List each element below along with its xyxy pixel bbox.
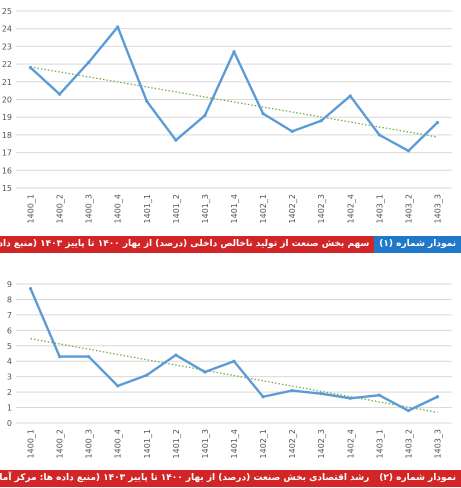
- chart-2-x-tick-label: 1401_4: [230, 429, 239, 458]
- chart-2-y-tick-label: 7: [7, 311, 12, 320]
- chart-1-y-tick-label: 18: [2, 131, 12, 140]
- chart-2-y-tick-label: 1: [7, 404, 12, 413]
- chart-1-x-tick-label: 1403_2: [404, 194, 413, 223]
- chart-1-data-point: [174, 138, 178, 142]
- chart-1: 15 16 17 18 19 20 21 22 23 24 25 1400_1 1400_2 1400_3…: [2, 7, 452, 223]
- chart-2-caption-label: نمودار شماره (۲): [374, 470, 461, 487]
- chart-1-caption-text: سهم بخش صنعت از تولید ناخالص داخلی (درصد…: [0, 236, 375, 253]
- chart-2-data-point: [290, 388, 294, 393]
- chart-1-data-point: [87, 60, 91, 64]
- chart-2-x-tick-label: 1401_3: [201, 429, 210, 458]
- chart-1-caption-label: نمودار شماره (۱): [374, 236, 461, 253]
- chart-2-y-tick-label: 2: [7, 388, 12, 397]
- chart-2-data-point: [435, 395, 440, 399]
- chart-2-y-tick-label: 9: [7, 280, 12, 289]
- chart-2-data-point: [87, 354, 91, 359]
- chart-2: 0 1 2 3 4 5 6 7 8 9 1400_1 1400_2 1400_3 1400_4 1401_1…: [7, 280, 452, 458]
- chart-1-y-tick-label: 15: [2, 184, 12, 193]
- chart-1-data-point: [319, 119, 323, 123]
- chart-1-x-tick-label: 1403_3: [433, 194, 442, 223]
- chart-2-x-tick-label: 1401_2: [172, 429, 181, 458]
- chart-1-y-tick-label: 23: [2, 42, 12, 51]
- chart-2-data-point: [348, 396, 352, 400]
- chart-1-data-point: [58, 92, 62, 96]
- chart-2-y-tick-label: 8: [7, 295, 12, 304]
- chart-1-x-tick-label: 1402_4: [346, 194, 355, 223]
- chart-2-x-tick-label: 1400_1: [27, 429, 36, 458]
- chart-1-data-point: [290, 129, 294, 133]
- chart-1-y-tick-label: 20: [2, 96, 12, 105]
- chart-1-data-point: [145, 99, 149, 103]
- chart-2-y-tick-label: 6: [7, 326, 12, 335]
- chart-2-y-tick-label: 0: [7, 419, 12, 428]
- chart-1-x-tick-label: 1401_4: [230, 194, 239, 223]
- chart-1-x-tick-label: 1400_2: [56, 194, 65, 223]
- chart-2-x-tick-label: 1400_2: [56, 429, 65, 458]
- chart-1-caption: نمودار شماره (۱) سهم بخش صنعت از تولید ن…: [0, 236, 461, 253]
- chart-1-data-point: [232, 50, 236, 54]
- chart-1-data-point: [28, 66, 33, 70]
- chart-2-x-tick-label: 1403_1: [375, 429, 384, 458]
- chart-2-y-tick-label: 5: [7, 342, 12, 351]
- chart-2-data-point: [145, 373, 149, 377]
- chart-2-x-tick-label: 1403_2: [404, 429, 413, 458]
- chart-1-x-tick-label: 1402_1: [259, 194, 268, 223]
- chart-2-data-point: [174, 353, 178, 357]
- chart-2-data-point: [319, 392, 323, 396]
- chart-2-data-point: [232, 359, 236, 363]
- chart-2-x-tick-label: 1402_3: [317, 429, 326, 458]
- chart-2-x-tick-label: 1402_1: [259, 429, 268, 458]
- chart-1-y-tick-label: 21: [2, 78, 12, 87]
- chart-2-data-point: [406, 409, 410, 413]
- chart-1-data-point: [348, 94, 352, 98]
- chart-2-x-tick-label: 1400_3: [85, 429, 94, 458]
- chart-1-data-point: [377, 133, 381, 137]
- chart-1-data-point: [203, 113, 207, 118]
- chart-1-data-point: [435, 120, 440, 125]
- chart-2-x-tick-label: 1400_4: [114, 429, 123, 458]
- chart-1-series-line: [29, 25, 439, 153]
- chart-2-y-tick-label: 3: [7, 373, 12, 382]
- chart-1-y-tick-label: 16: [2, 166, 12, 175]
- chart-2-x-tick-label: 1402_4: [346, 429, 355, 458]
- chart-2-data-point: [377, 393, 381, 397]
- chart-1-x-tick-label: 1401_2: [172, 194, 181, 223]
- chart-2-trendline: [30, 338, 438, 414]
- chart-1-x-tick-label: 1403_1: [375, 194, 384, 223]
- chart-1-trendline: [30, 66, 438, 138]
- chart-1-x-tick-label: 1401_1: [143, 194, 152, 223]
- chart-1-x-tick-label: 1401_3: [201, 194, 210, 223]
- chart-2-data-point: [203, 370, 207, 374]
- chart-1-data-point: [116, 25, 120, 29]
- chart-2-caption-text: رشد اقتصادی بخش صنعت (درصد) از بهار ۱۴۰۰…: [0, 470, 375, 487]
- chart-2-x-tick-label: 1401_1: [143, 429, 152, 458]
- chart-1-x-tick-label: 1402_3: [317, 194, 326, 223]
- chart-2-data-point: [116, 384, 120, 388]
- chart-1-data-point: [406, 149, 410, 153]
- chart-2-x-tick-label: 1403_3: [433, 429, 442, 458]
- chart-1-x-tick-label: 1400_4: [114, 194, 123, 223]
- chart-2-data-point: [28, 287, 33, 291]
- chart-2-caption: نمودار شماره (۲) رشد اقتصادی بخش صنعت (د…: [0, 470, 461, 487]
- chart-1-y-tick-label: 17: [2, 149, 12, 158]
- chart-2-x-tick-label: 1402_2: [288, 429, 297, 458]
- chart-1-y-tick-label: 25: [2, 7, 12, 16]
- chart-1-x-tick-label: 1400_1: [27, 194, 36, 223]
- chart-2-data-point: [58, 354, 62, 359]
- chart-1-y-tick-label: 19: [2, 113, 12, 122]
- chart-2-data-point: [261, 395, 265, 399]
- chart-2-y-tick-label: 4: [7, 357, 12, 366]
- chart-1-x-tick-label: 1400_3: [85, 194, 94, 223]
- chart-1-x-tick-label: 1402_2: [288, 194, 297, 223]
- chart-1-y-tick-label: 22: [2, 60, 12, 69]
- chart-1-data-point: [261, 112, 265, 116]
- chart-1-y-tick-label: 24: [2, 25, 12, 34]
